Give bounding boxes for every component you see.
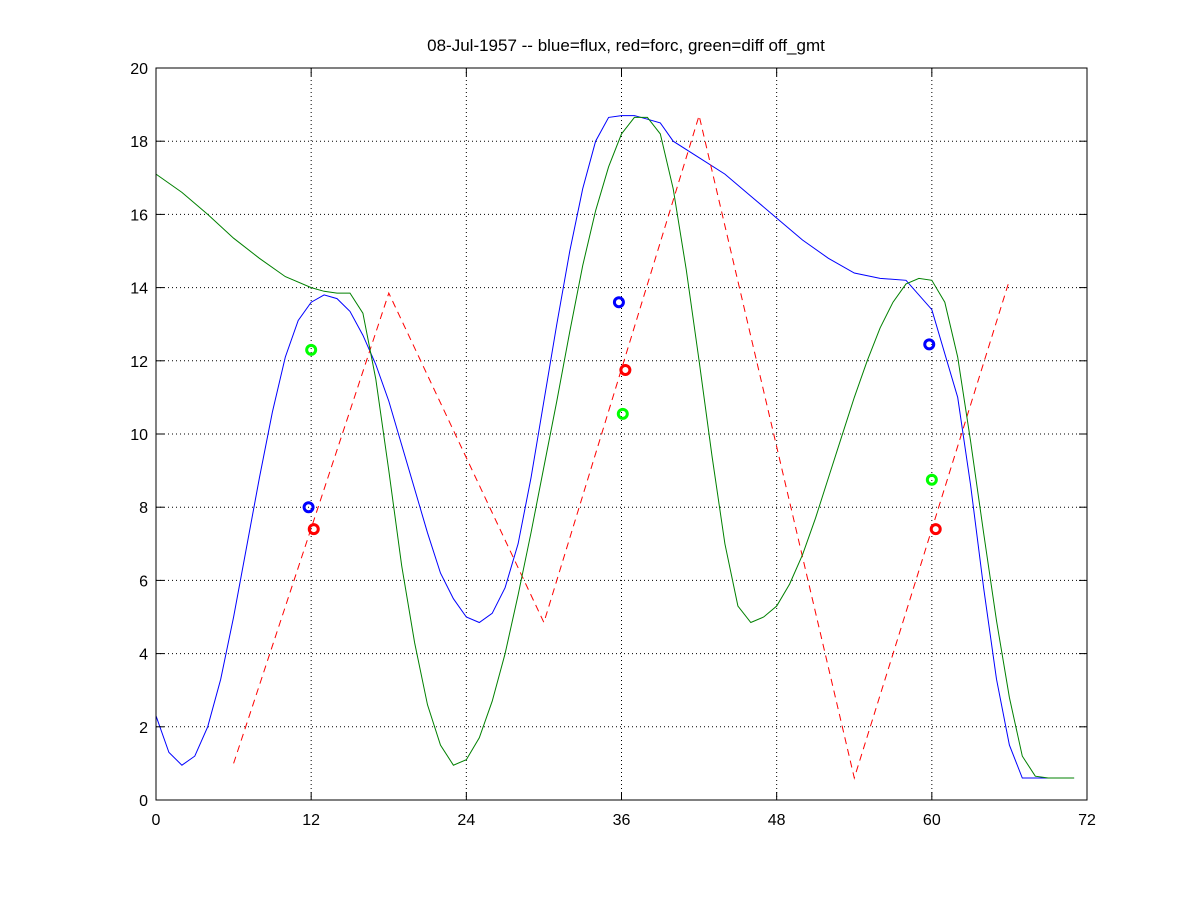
series-line-1: [233, 113, 1010, 780]
data-point-marker: [619, 363, 632, 376]
y-tick-label: 0: [139, 793, 148, 810]
data-point-marker: [612, 296, 625, 309]
x-tick-label: 12: [302, 812, 320, 829]
data-point-marker: [929, 523, 942, 536]
data-point-marker: [307, 523, 320, 536]
series-line-0: [155, 115, 1075, 779]
y-tick-label: 16: [130, 207, 148, 224]
y-tick-label: 8: [139, 500, 148, 517]
y-tick-label: 10: [130, 427, 148, 444]
x-tick-label: 60: [923, 812, 941, 829]
x-tick-label: 72: [1078, 812, 1096, 829]
x-tick-label: 36: [613, 812, 631, 829]
x-tick-label: 48: [768, 812, 786, 829]
chart-title: 08-Jul-1957 -- blue=flux, red=forc, gree…: [427, 36, 825, 55]
y-tick-label: 4: [139, 647, 148, 664]
data-point-marker: [305, 343, 318, 356]
y-tick-label: 20: [130, 61, 148, 78]
grid-lines: [156, 68, 1087, 800]
data-point-marker: [923, 338, 936, 351]
data-point-marker: [302, 501, 315, 514]
series-layer: [155, 113, 1075, 780]
y-tick-label: 14: [130, 281, 148, 298]
x-tick-label: 24: [457, 812, 475, 829]
marker-layer: [302, 296, 942, 536]
data-point-marker: [616, 407, 629, 420]
y-tick-label: 12: [130, 354, 148, 371]
y-tick-label: 6: [139, 573, 148, 590]
y-tick-label: 18: [130, 134, 148, 151]
x-tick-label: 0: [152, 812, 161, 829]
plot-frame: [155, 67, 1088, 801]
series-line-2: [155, 116, 1075, 779]
data-point-marker: [925, 473, 938, 486]
y-tick-label: 2: [139, 720, 148, 737]
